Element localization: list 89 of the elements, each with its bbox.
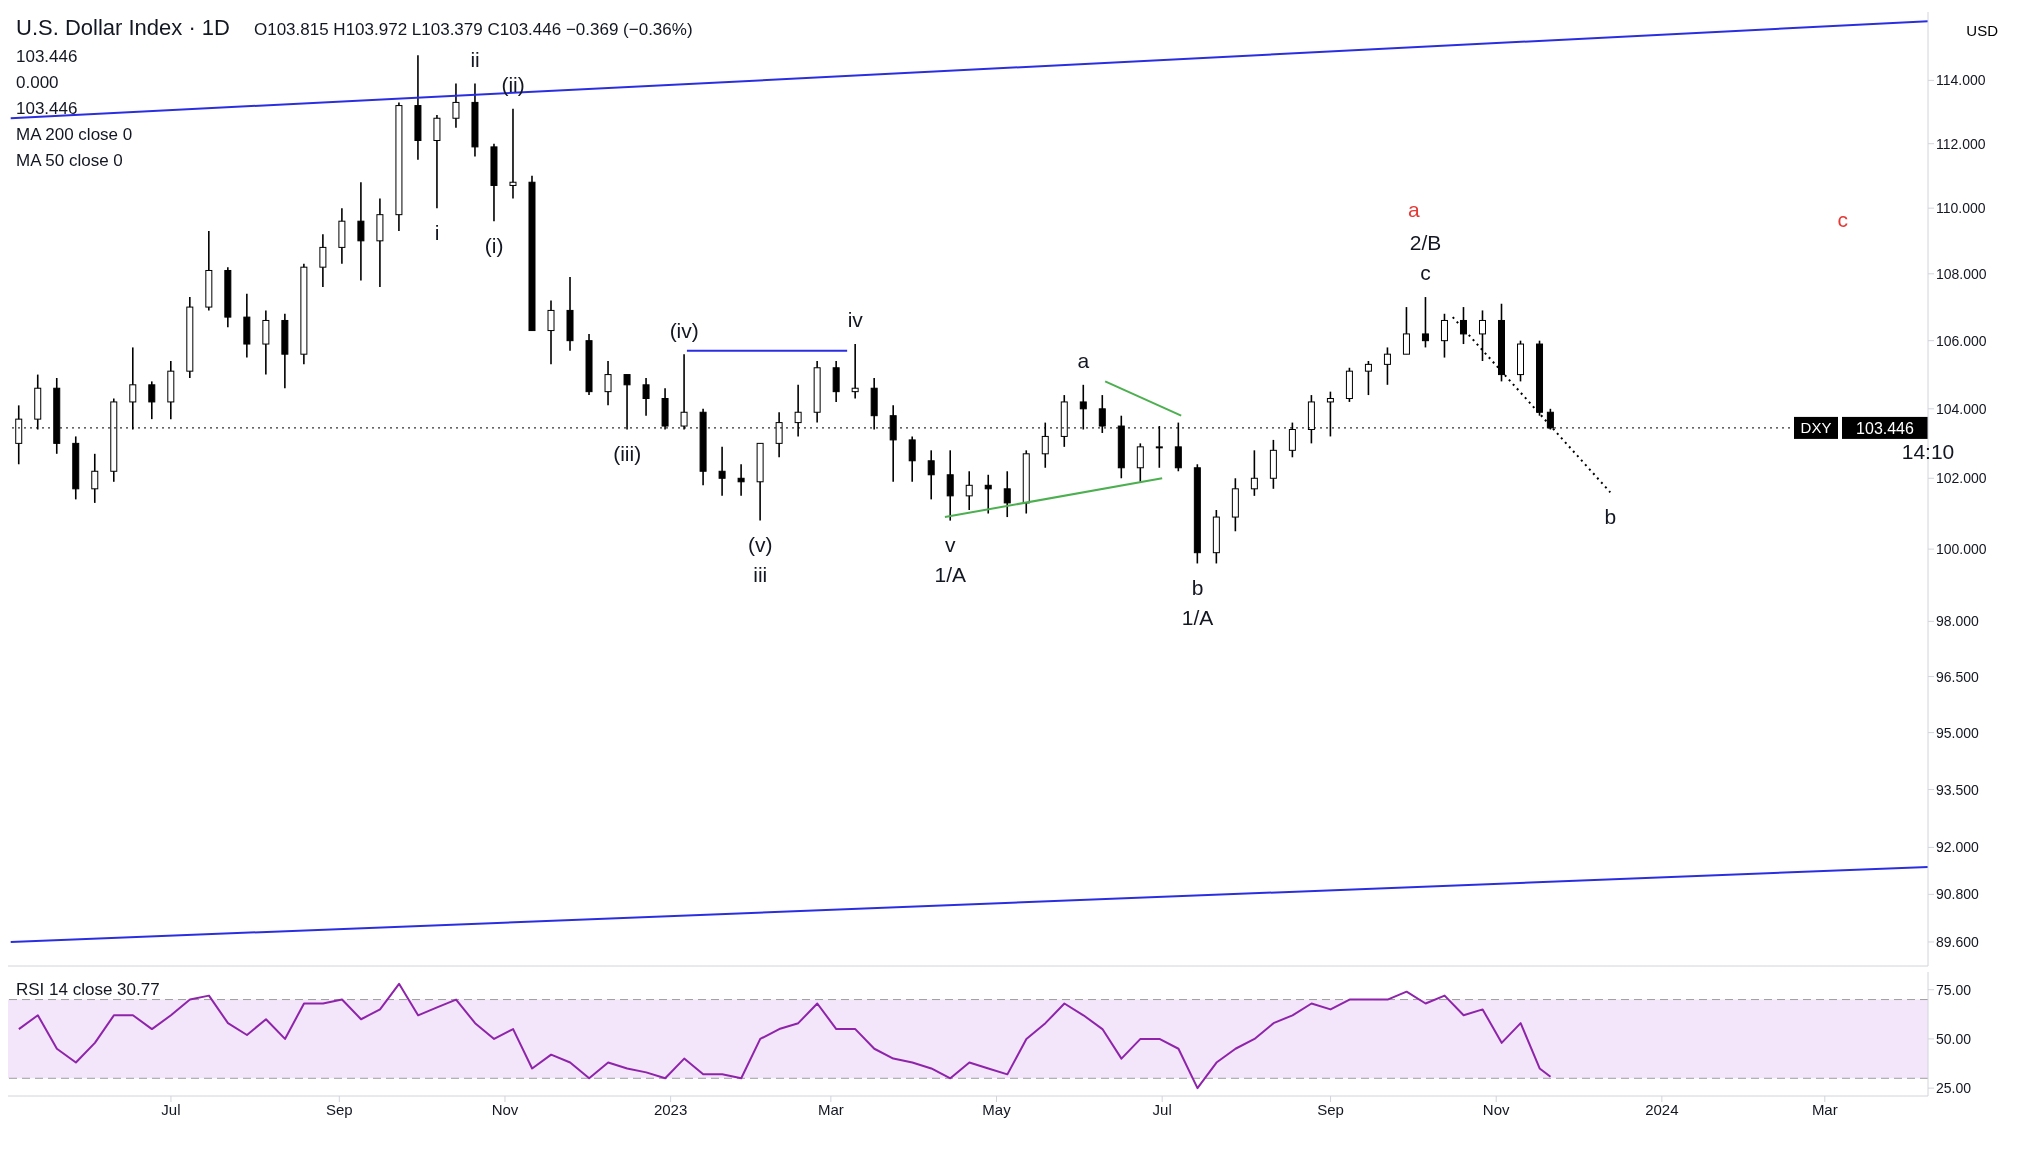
y-tick-label: 93.500 (1936, 781, 1980, 798)
y-tick-label: 89.600 (1936, 933, 1980, 950)
annotation: b (1604, 504, 1617, 528)
annotation: 103.446 (1856, 419, 1915, 437)
annotation: c (1420, 261, 1431, 285)
annotation: O103.815 H103.972 L103.379 C103.446 −0.369 (−0.36%) (253, 20, 693, 40)
annotation: (iv) (669, 318, 699, 342)
candlestick (642, 377, 650, 417)
annotation: (ii) (501, 73, 525, 97)
candlestick (1003, 470, 1011, 518)
annotation: c (1837, 208, 1848, 232)
line-series (17, 982, 1552, 1090)
annotation: (v) (748, 532, 773, 556)
chart-title: U.S. Dollar Index · 1D (16, 15, 230, 40)
annotation: 2/B (1409, 231, 1442, 255)
x-tick-label: Nov (491, 1100, 519, 1118)
ref-line-label: DXY (1800, 418, 1832, 436)
annotation: RSI 14 close 30.77 (16, 980, 160, 1000)
annotation: (iii) (613, 441, 642, 465)
candlestick (946, 449, 954, 522)
annotation: iv (847, 308, 864, 332)
y-tick-label: 114.000 (1936, 72, 1986, 89)
annotation: 1/A (934, 562, 967, 586)
candlestick (1250, 449, 1258, 497)
annotation: 0.000 (16, 73, 59, 92)
x-tick-label: Nov (1482, 1100, 1511, 1118)
candlestick (604, 360, 612, 407)
candlestick (984, 473, 992, 515)
y-tick-label: 100.000 (1936, 541, 1987, 558)
y-tick-label: 108.000 (1936, 265, 1987, 282)
candlestick (851, 343, 859, 400)
annotation: b (1191, 575, 1204, 599)
x-tick-label: Sep (325, 1100, 353, 1118)
y-tick-label: 98.000 (1936, 613, 1980, 630)
candlestick (1364, 360, 1372, 396)
candlestick (509, 107, 517, 200)
y-tick-label: 96.500 (1936, 668, 1980, 685)
annotation: i (434, 220, 440, 244)
x-tick-label: Sep (1317, 1100, 1344, 1118)
candlestick (832, 360, 840, 403)
y-tick-label: 104.000 (1936, 400, 1987, 417)
candlestick (262, 309, 270, 376)
candlestick (965, 470, 973, 511)
x-tick-label: Jul (1152, 1100, 1172, 1118)
candlestick (91, 453, 99, 504)
candlestick (737, 463, 745, 497)
y-tick-label: 75.00 (1936, 981, 1972, 998)
x-tick-label: 2023 (653, 1100, 688, 1118)
y-tick-label: 112.000 (1936, 135, 1986, 152)
x-tick-label: Mar (1811, 1100, 1838, 1118)
annotation: ii (470, 47, 480, 71)
candlestick (357, 181, 365, 282)
y-axis-title: USD (1966, 22, 1998, 39)
y-tick-label: 25.00 (1936, 1080, 1972, 1097)
candlestick (1136, 442, 1144, 483)
candlestick (1402, 306, 1410, 355)
candlestick (148, 380, 156, 420)
annotation: iii (753, 562, 768, 586)
candlestick (1421, 296, 1429, 349)
annotation: a (1408, 198, 1420, 223)
x-tick-label: Jul (161, 1100, 181, 1118)
annotation: MA 200 close 0 (16, 125, 134, 145)
annotation: a (1077, 349, 1090, 373)
candlestick (927, 449, 935, 501)
annotation: v (945, 532, 957, 556)
x-tick-label: Mar (817, 1100, 844, 1118)
y-tick-label: 90.800 (1936, 886, 1980, 903)
y-tick-label: 110.000 (1936, 200, 1986, 217)
y-tick-label: 92.000 (1936, 839, 1980, 856)
y-tick-label: 102.000 (1936, 470, 1987, 487)
candlestick (1440, 312, 1448, 359)
candlestick (1383, 346, 1391, 386)
text: 103.446 (16, 99, 78, 118)
candlestick (319, 233, 327, 288)
candlestick (433, 114, 441, 209)
candlestick (908, 435, 916, 483)
annotation: 14:10 (1901, 440, 1955, 464)
candlestick (718, 446, 726, 497)
candlestick (452, 82, 460, 129)
x-tick-label: 2024 (1645, 1100, 1679, 1118)
y-tick-label: 95.000 (1936, 724, 1980, 741)
y-tick-label: 106.000 (1936, 332, 1987, 349)
annotation: (i) (484, 233, 504, 257)
annotation: MA 50 close 0 (16, 151, 124, 171)
x-tick-label: May (982, 1100, 1012, 1118)
candlestick (547, 299, 555, 366)
annotation: 1/A (1181, 605, 1214, 629)
y-tick-label: 50.00 (1936, 1030, 1972, 1047)
annotation: 103.446 (16, 47, 78, 66)
